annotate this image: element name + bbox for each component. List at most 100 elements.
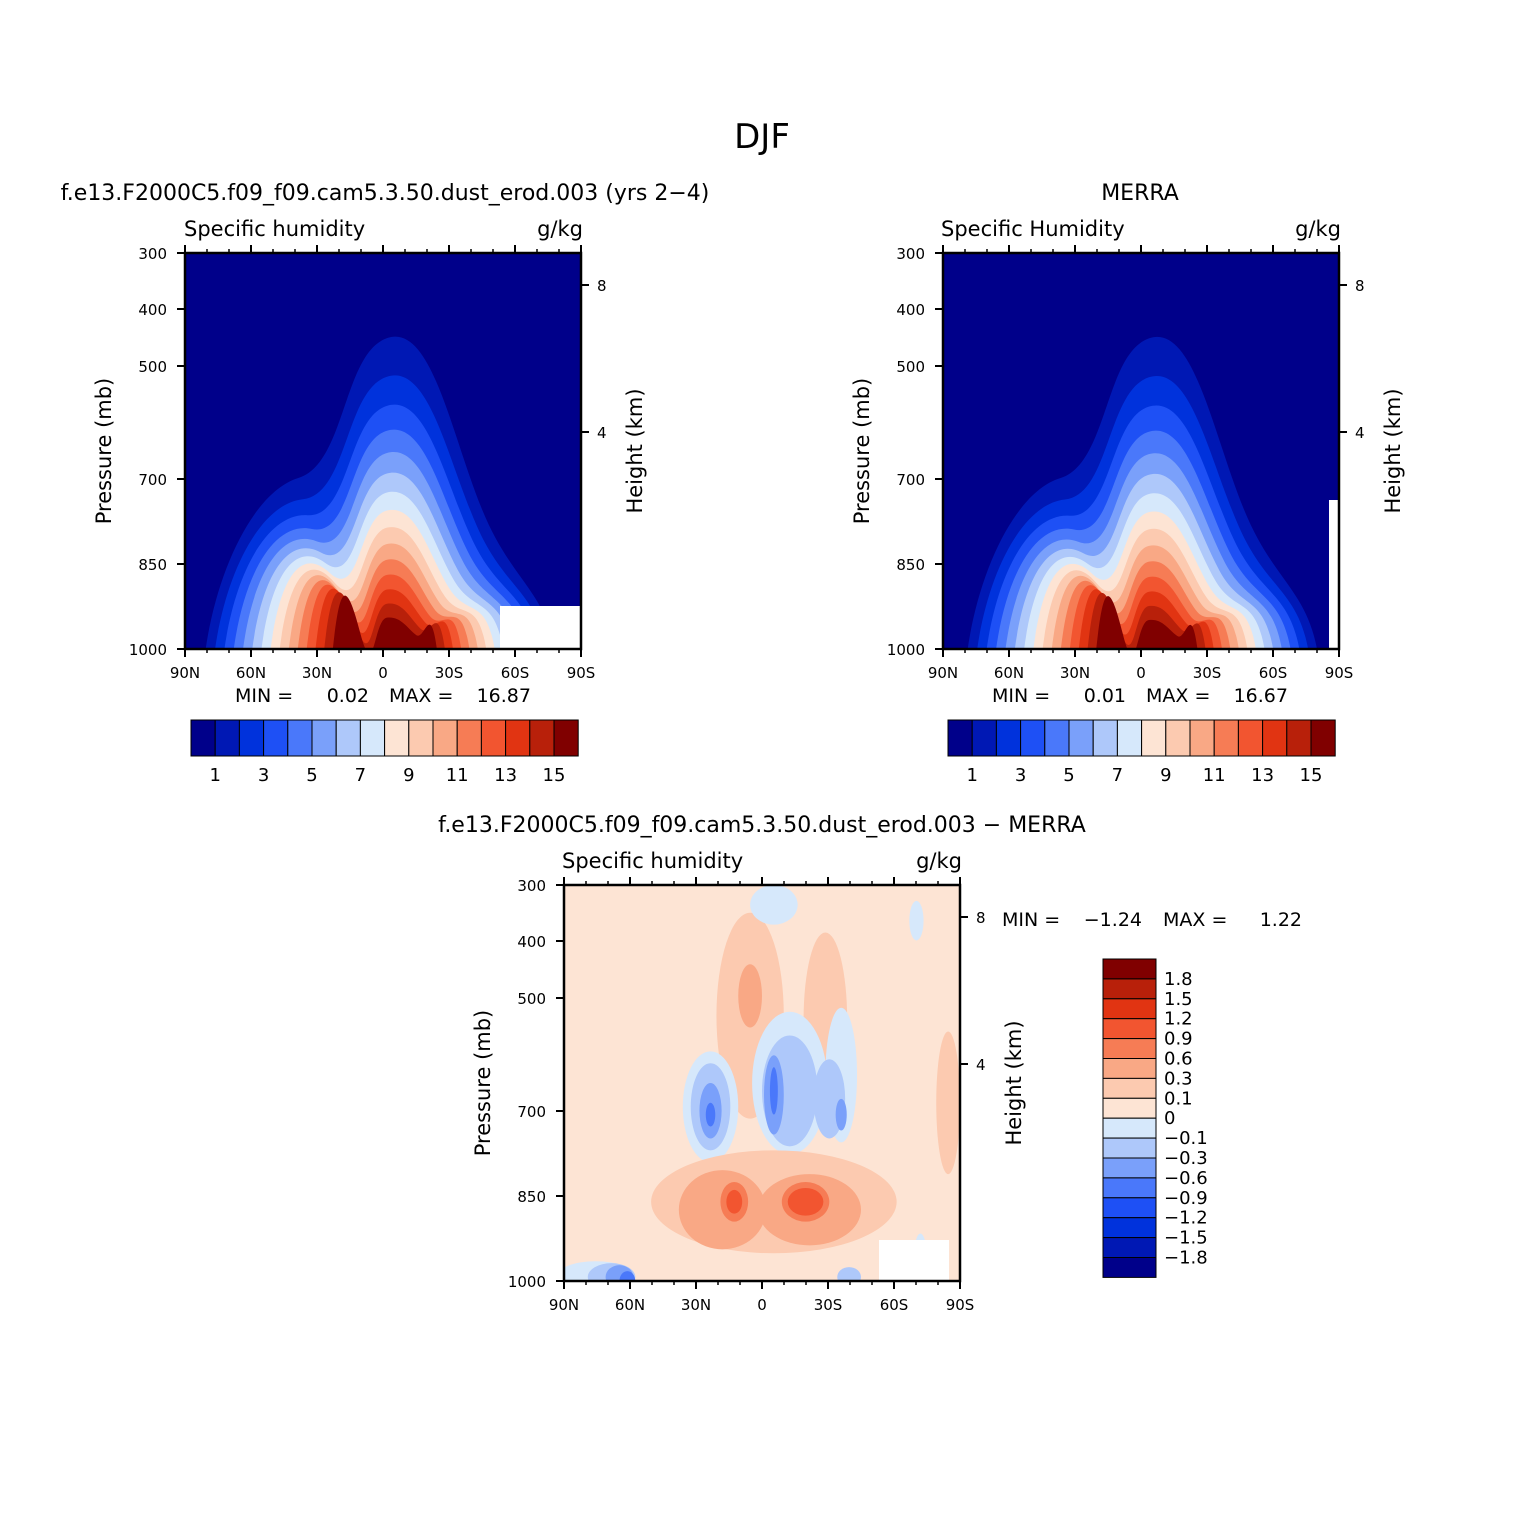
colorbar-box (971, 719, 997, 757)
panel-merra-ylabel-right: Height (km) (1381, 388, 1405, 513)
colorbar-box (432, 719, 458, 757)
panel-diff-min-value: −1.24 (1084, 909, 1142, 931)
colorbar-box (1102, 1097, 1157, 1119)
colorbar-box (1102, 1137, 1157, 1159)
colorbar-box (995, 719, 1022, 757)
colorbar-box (1262, 719, 1288, 757)
x-tick-label: 60S (880, 1296, 909, 1314)
y-right-tick-label: 4 (597, 424, 607, 442)
contour-fill (750, 885, 798, 925)
panel-merra-min-label: MIN = (992, 685, 1050, 707)
x-tick-label: 30S (814, 1296, 843, 1314)
x-tick-label: 60N (236, 664, 266, 682)
y-tick-label: 1000 (129, 641, 167, 659)
panel-diff-missing-data (879, 1240, 949, 1281)
colorbar-box (1310, 719, 1336, 757)
contour-fill (738, 964, 762, 1028)
y-right-tick-label: 8 (1355, 277, 1365, 295)
figure-title: DJF (734, 117, 790, 157)
x-tick-label: 90S (946, 1296, 975, 1314)
colorbar-box (1102, 1058, 1157, 1079)
colorbar-box (1286, 719, 1312, 757)
x-tick-label: 90S (1325, 664, 1354, 682)
colorbar-label: 11 (1203, 765, 1226, 786)
colorbar-label: −1.2 (1164, 1208, 1208, 1229)
colorbar-label: −0.9 (1164, 1188, 1208, 1209)
y-tick-label: 500 (138, 358, 167, 376)
panel-merra-axes: 90N 60N 30N 0 30S 60S 90S 300 400 500 700 850 1000 8 4 (887, 245, 1365, 682)
panel-model-field-label: Specific humidity (184, 217, 365, 241)
panel-merra: MERRA Specific Humidity g/kg 90N 60N 30N 0 3… (850, 181, 1405, 786)
colorbar-box (1102, 1197, 1157, 1219)
panel-model-units: g/kg (537, 217, 583, 241)
colorbar-box (1092, 719, 1118, 757)
colorbar-box (1165, 719, 1191, 757)
colorbar-label: −0.1 (1164, 1128, 1208, 1149)
contour-fill (726, 1189, 743, 1214)
panel-model-max-value: 16.87 (477, 685, 531, 707)
colorbar-box (1102, 1177, 1157, 1199)
x-tick-label: 30N (302, 664, 332, 682)
x-tick-label: 90N (928, 664, 958, 682)
panel-model-contours (185, 253, 581, 649)
colorbar-label: 7 (355, 765, 366, 786)
x-tick-label: 0 (1136, 664, 1146, 682)
colorbar-box (947, 719, 973, 757)
colorbar-box (190, 719, 216, 757)
colorbar-box (529, 719, 555, 757)
colorbar-box (1189, 719, 1215, 757)
y-right-tick-label: 4 (976, 1056, 986, 1074)
x-tick-label: 60S (1259, 664, 1288, 682)
contour-fill (835, 1098, 847, 1131)
y-tick-label: 500 (517, 990, 546, 1008)
colorbar-box (263, 719, 289, 757)
colorbar-box (553, 719, 579, 757)
contour-fill (1096, 596, 1198, 649)
y-tick-label: 300 (896, 245, 925, 263)
panel-merra-ylabel: Pressure (mb) (850, 378, 874, 525)
y-right-tick-label: 8 (976, 909, 986, 927)
colorbar-box (1102, 1077, 1157, 1099)
x-tick-label: 30S (435, 664, 464, 682)
colorbar-box (287, 719, 313, 757)
panel-diff-max-value: 1.22 (1260, 909, 1302, 931)
panel-diff-field-label: Specific humidity (562, 849, 743, 873)
panel-diff-min-label: MIN = (1002, 909, 1060, 931)
contour-fill (837, 1267, 861, 1281)
x-tick-label: 30S (1193, 664, 1222, 682)
panel-model-colorbar: 1 3 5 7 9 11 13 15 (190, 719, 579, 786)
colorbar-box (1044, 719, 1070, 757)
colorbar-label: 1 (209, 765, 220, 786)
panel-model-max-label: MAX = (389, 685, 453, 707)
y-tick-label: 1000 (887, 641, 925, 659)
y-tick-label: 300 (138, 245, 167, 263)
colorbar-label: 3 (258, 765, 269, 786)
colorbar-label: 9 (1160, 765, 1171, 786)
panel-merra-missing-data (1329, 500, 1339, 649)
panel-diff-colorbar: 1.81.51.20.90.60.30.10−0.1−0.3−0.6−0.9−1… (1102, 958, 1208, 1278)
y-tick-label: 1000 (508, 1273, 546, 1291)
colorbar-label: 1 (966, 765, 977, 786)
colorbar-box (480, 719, 507, 757)
panel-merra-max-value: 16.67 (1234, 685, 1288, 707)
y-right-tick-label: 8 (597, 277, 607, 295)
colorbar-box (335, 719, 361, 757)
contour-fill (909, 900, 924, 941)
colorbar-label: 0.3 (1164, 1068, 1193, 1089)
x-tick-label: 60N (994, 664, 1024, 682)
colorbar-box (1102, 998, 1157, 1020)
panel-model-min-label: MIN = (235, 685, 293, 707)
y-tick-label: 400 (138, 301, 167, 319)
panel-model-missing-data (500, 606, 581, 649)
colorbar-label: −0.3 (1164, 1148, 1208, 1169)
panel-diff-contours (564, 885, 960, 1281)
colorbar-label: 0.6 (1164, 1049, 1193, 1070)
y-tick-label: 700 (896, 471, 925, 489)
colorbar-box (1102, 1217, 1157, 1239)
x-tick-label: 30N (681, 1296, 711, 1314)
panel-merra-min-value: 0.01 (1084, 685, 1126, 707)
x-tick-label: 0 (757, 1296, 767, 1314)
colorbar-box (408, 719, 434, 757)
y-tick-label: 500 (896, 358, 925, 376)
colorbar-label: 13 (1251, 765, 1274, 786)
